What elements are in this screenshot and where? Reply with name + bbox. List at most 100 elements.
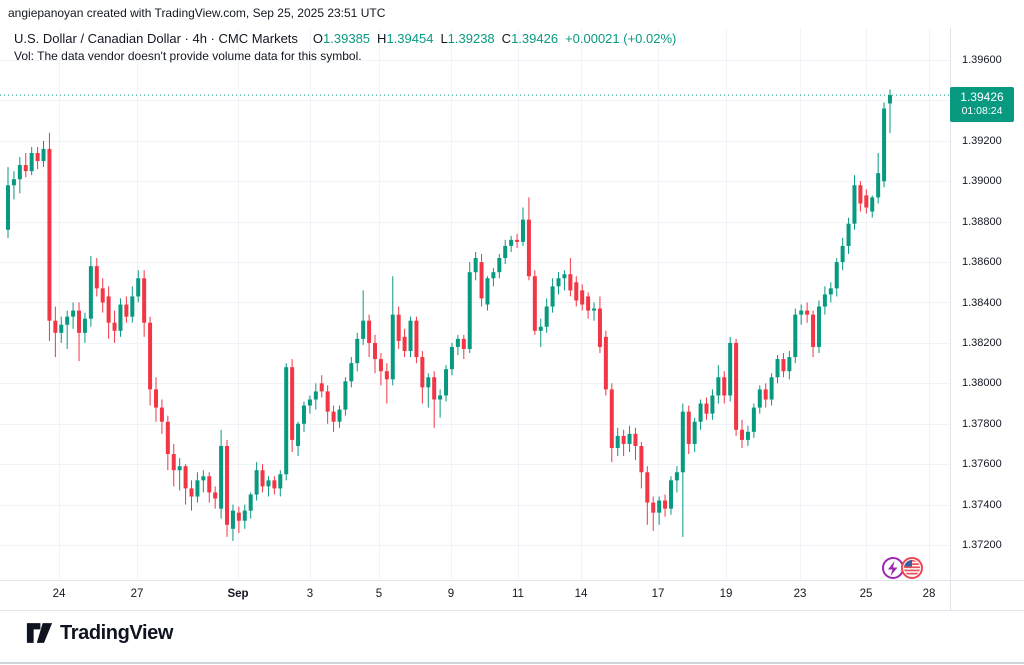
candle <box>29 146 34 176</box>
candle <box>307 395 312 414</box>
candle <box>627 425 632 453</box>
candle <box>663 494 668 517</box>
change-value: +0.00021 (+0.02%) <box>565 31 677 46</box>
open-label: O <box>312 31 324 46</box>
close-value: 1.39426 <box>511 31 559 46</box>
candle <box>159 399 164 434</box>
price-scale-label: 1.37600 <box>962 458 1002 471</box>
candle <box>811 310 816 358</box>
candle <box>704 397 709 420</box>
candle <box>467 262 472 354</box>
candle <box>781 353 786 378</box>
candlestick-series <box>6 89 892 541</box>
price-scale-label: 1.37400 <box>962 498 1002 511</box>
candle <box>775 355 780 384</box>
candle <box>888 89 892 134</box>
candle <box>651 496 656 531</box>
candle <box>449 342 454 376</box>
candle <box>325 385 330 424</box>
volume-note: Vol: The data vendor doesn't provide vol… <box>14 49 362 63</box>
time-scale-label: Sep <box>227 588 249 600</box>
candle <box>201 470 206 493</box>
candle <box>751 403 756 438</box>
candle <box>171 443 176 487</box>
candle <box>35 146 40 170</box>
price-scale[interactable]: 1.39600 1.39200 1.39000 1.38800 1.38600 1.384… <box>950 28 1024 610</box>
ohlc-readout: O1.39385 H1.39454 L1.39238 C1.39426 +0.00021… <box>306 31 676 46</box>
candle <box>657 496 662 525</box>
candle <box>734 338 739 436</box>
candle <box>278 470 283 497</box>
candle <box>337 405 342 428</box>
candle <box>242 504 247 529</box>
candle <box>728 336 733 402</box>
candle <box>858 181 863 212</box>
candle <box>870 195 875 218</box>
candle <box>165 415 170 471</box>
candle <box>538 318 543 347</box>
candle <box>491 268 496 287</box>
candle <box>503 239 508 265</box>
time-scale-label: 3 <box>306 588 314 600</box>
close-label: C <box>501 31 512 46</box>
candle <box>556 272 561 295</box>
candle <box>757 385 762 414</box>
candle <box>148 316 153 406</box>
candle <box>864 189 869 214</box>
attribution-text: angiepanoyan created with TradingView.co… <box>8 6 386 20</box>
candle <box>745 425 750 446</box>
time-scale-label: 11 <box>512 588 524 600</box>
candle <box>639 441 644 489</box>
candle <box>799 304 804 325</box>
open-value: 1.39385 <box>323 31 371 46</box>
candle <box>586 292 591 319</box>
candle <box>580 284 585 311</box>
candle <box>367 314 372 358</box>
candle <box>47 132 52 341</box>
legend: U.S. Dollar / Canadian Dollar · 4h · CMC… <box>14 31 676 46</box>
candle <box>740 419 745 448</box>
price-scale-label: 1.37200 <box>962 539 1002 551</box>
candle <box>645 466 650 525</box>
candle <box>301 401 306 432</box>
candle <box>6 167 10 238</box>
candle <box>787 351 792 380</box>
candle <box>822 286 827 315</box>
horizontal-gridlines <box>0 60 950 546</box>
page-bottom-border <box>0 662 1024 664</box>
candle <box>373 334 378 374</box>
candle <box>349 357 354 388</box>
candle <box>266 476 271 497</box>
candle <box>272 476 277 495</box>
candle <box>455 334 460 356</box>
candle <box>130 286 135 323</box>
candle <box>177 458 182 491</box>
candle <box>396 306 401 349</box>
current-price-value: 1.39426 <box>960 90 1004 104</box>
us-flag-marker-icon[interactable] <box>901 557 923 579</box>
candle <box>236 506 241 533</box>
symbol-title: U.S. Dollar / Canadian Dollar · 4h · CMC… <box>14 31 298 46</box>
candle <box>254 462 259 501</box>
candlestick-plot[interactable] <box>0 0 1024 612</box>
tradingview-attribution-link[interactable]: TradingView <box>26 621 173 645</box>
candle <box>846 217 851 254</box>
event-markers <box>882 557 923 579</box>
candle <box>124 296 129 323</box>
price-scale-label: 1.38000 <box>962 377 1002 390</box>
candle <box>260 464 265 493</box>
lightning-marker-icon[interactable] <box>882 557 904 579</box>
time-scale[interactable]: 24 27 Sep 3 5 9 11 14 17 19 23 25 28 <box>0 581 1024 609</box>
candle <box>805 302 810 323</box>
candle <box>698 399 703 430</box>
price-scale-label: 1.38800 <box>962 215 1002 228</box>
candle <box>355 332 360 372</box>
candle <box>609 383 614 463</box>
time-scale-label: 9 <box>447 588 455 600</box>
candle <box>520 207 525 246</box>
time-scale-label: 27 <box>130 588 144 600</box>
candle <box>11 171 16 200</box>
candle <box>769 373 774 406</box>
candle <box>473 251 478 281</box>
candle <box>112 310 117 343</box>
